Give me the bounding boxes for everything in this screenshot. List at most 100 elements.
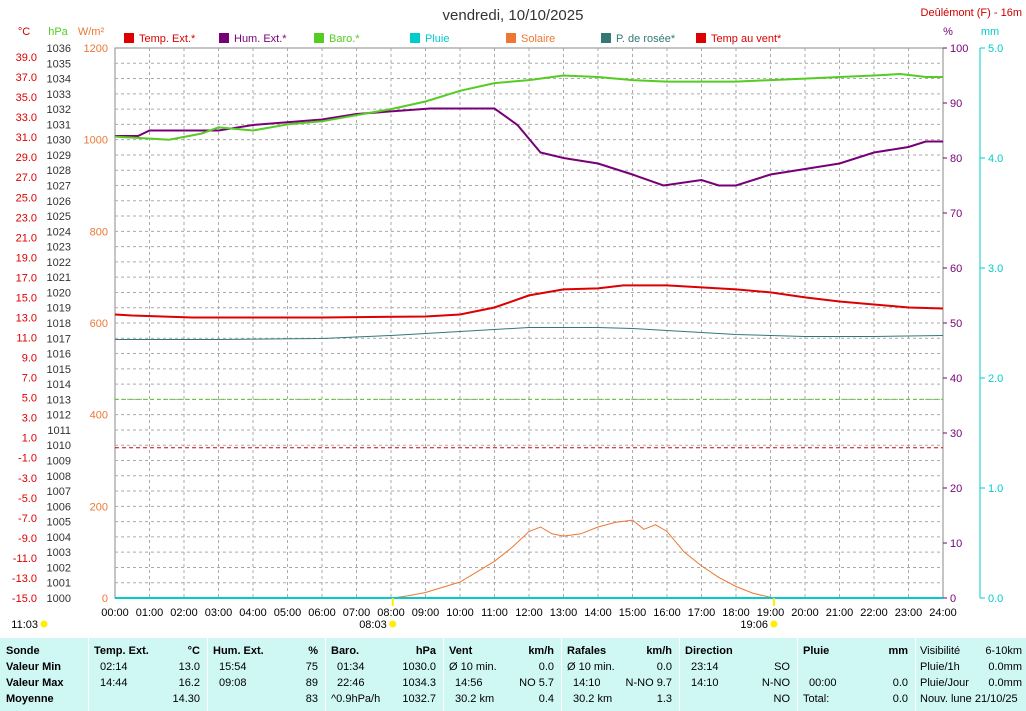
temp-tick-label: 7.0 — [22, 373, 37, 385]
baro-max: 1034.3 — [402, 677, 436, 689]
baro-unit-label: hPa — [48, 26, 68, 38]
baro-tick-label: 1007 — [47, 486, 71, 498]
baro-tick-label: 1029 — [47, 150, 71, 162]
time-tick-label: 02:00 — [170, 607, 198, 619]
pluie-unit: mm — [888, 645, 908, 657]
solar-tick-label: 1200 — [84, 43, 108, 55]
temp-tick-label: 31.0 — [16, 132, 37, 144]
baro-min-time: 01:34 — [337, 661, 365, 673]
time-tick-label: 18:00 — [722, 607, 750, 619]
visibility-value: 6-10km — [985, 645, 1022, 657]
baro-tick-label: 1001 — [47, 578, 71, 590]
time-tick-label: 15:00 — [619, 607, 647, 619]
baro-tick-label: 1033 — [47, 89, 71, 101]
temp-tick-label: -9.0 — [18, 533, 37, 545]
hum-avg: 83 — [305, 693, 318, 705]
hum-tick-label: 90 — [950, 98, 962, 110]
temp-tick-label: 9.0 — [22, 353, 37, 365]
temp-tick-label: 21.0 — [16, 232, 37, 244]
temp-tick-label: 37.0 — [16, 72, 37, 84]
vent-min: 0.0 — [538, 661, 554, 673]
rain-day-label: Pluie/Jour — [920, 677, 969, 689]
temp-tick-label: -3.0 — [18, 473, 37, 485]
baro-title: Baro. — [331, 645, 360, 657]
time-tick-label: 00:00 — [101, 607, 129, 619]
time-tick-label: 04:00 — [239, 607, 267, 619]
temp-tick-label: 11.0 — [16, 333, 37, 345]
direction-min-time: 23:14 — [691, 661, 719, 673]
hum-tick-label: 70 — [950, 208, 962, 220]
legend-label: Temp. Ext.* — [139, 33, 196, 45]
baro-tick-label: 1005 — [47, 517, 71, 529]
baro-tick-label: 1017 — [47, 333, 71, 345]
vent-max: NO 5.7 — [519, 677, 554, 689]
direction-avg: NO — [773, 693, 791, 705]
baro-tick-label: 1021 — [47, 272, 71, 284]
hum-unit: % — [308, 645, 318, 657]
rain-tick-label: 5.0 — [988, 43, 1003, 55]
direction-title: Direction — [685, 645, 733, 657]
rafales-unit: km/h — [646, 645, 672, 657]
baro-tick-label: 1025 — [47, 211, 71, 223]
temp-unit-label: °C — [18, 26, 30, 38]
solar-tick-label: 200 — [90, 501, 108, 513]
row-label-min: Valeur Min — [6, 661, 62, 673]
baro-unit: hPa — [415, 645, 436, 657]
weather-chart: vendredi, 10/10/2025 Deûlémont (F) - 16m… — [11, 7, 1022, 631]
baro-tick-label: 1009 — [47, 456, 71, 468]
legend-swatch — [601, 33, 611, 43]
temp-tick-label: 13.0 — [16, 312, 37, 324]
temp-tick-label: 19.0 — [16, 252, 37, 264]
baro-tick-label: 1010 — [47, 440, 71, 452]
pluie-max: 0.0 — [892, 677, 908, 689]
rafales-title: Rafales — [567, 645, 607, 657]
legend-label: P. de rosée* — [616, 33, 676, 45]
moon-phase: Nouv. lune 21/10/25 — [920, 693, 1018, 705]
series-line — [114, 284, 944, 319]
vent-min-label: Ø 10 min. — [449, 661, 497, 673]
baro-tick-label: 1012 — [47, 410, 71, 422]
time-tick-label: 13:00 — [550, 607, 578, 619]
baro-tick-label: 1016 — [47, 349, 71, 361]
series-line — [392, 519, 775, 599]
legend-swatch — [124, 33, 134, 43]
baro-tick-label: 1002 — [47, 562, 71, 574]
baro-tick-label: 1027 — [47, 181, 71, 193]
solar-tick-label: 400 — [90, 410, 108, 422]
time-tick-label: 06:00 — [308, 607, 336, 619]
temp-tick-label: 27.0 — [16, 172, 37, 184]
row-label-max: Valeur Max — [6, 677, 64, 689]
temp-max: 16.2 — [178, 677, 200, 689]
time-tick-label: 14:00 — [584, 607, 612, 619]
hum-tick-label: 80 — [950, 153, 962, 165]
temp-min: 13.0 — [178, 661, 200, 673]
moon-icon — [40, 620, 48, 628]
temp-unit: °C — [187, 645, 200, 657]
legend-swatch — [506, 33, 516, 43]
time-tick-label: 20:00 — [791, 607, 819, 619]
baro-tick-label: 1019 — [47, 303, 71, 315]
baro-tick-label: 1008 — [47, 471, 71, 483]
temp-tick-label: -13.0 — [12, 573, 37, 585]
temp-tick-label: 35.0 — [16, 92, 37, 104]
moonrise-label: 11:03 — [11, 619, 38, 631]
hum-tick-label: 50 — [950, 318, 962, 330]
baro-tick-label: 1018 — [47, 318, 71, 330]
rafales-max: N-NO 9.7 — [625, 677, 672, 689]
pluie-total: 0.0 — [892, 693, 908, 705]
baro-tick-label: 1030 — [47, 135, 71, 147]
stats-table: Sonde Valeur Min Valeur Max Moyenne Temp… — [0, 638, 1026, 711]
hum-min-time: 15:54 — [219, 661, 247, 673]
baro-tick-label: 1014 — [47, 379, 71, 391]
rafales-max-time: 14:10 — [573, 677, 601, 689]
temp-tick-label: 1.0 — [22, 433, 37, 445]
baro-tick-label: 1036 — [47, 43, 71, 55]
baro-tick-label: 1000 — [47, 593, 71, 605]
rain-tick-label: 4.0 — [988, 153, 1003, 165]
rafales-min: 0.0 — [656, 661, 672, 673]
hum-tick-label: 10 — [950, 538, 962, 550]
row-label-avg: Moyenne — [6, 693, 54, 705]
baro-tick-label: 1004 — [47, 532, 71, 544]
temp-tick-label: 17.0 — [16, 272, 37, 284]
series-line — [114, 72, 943, 141]
